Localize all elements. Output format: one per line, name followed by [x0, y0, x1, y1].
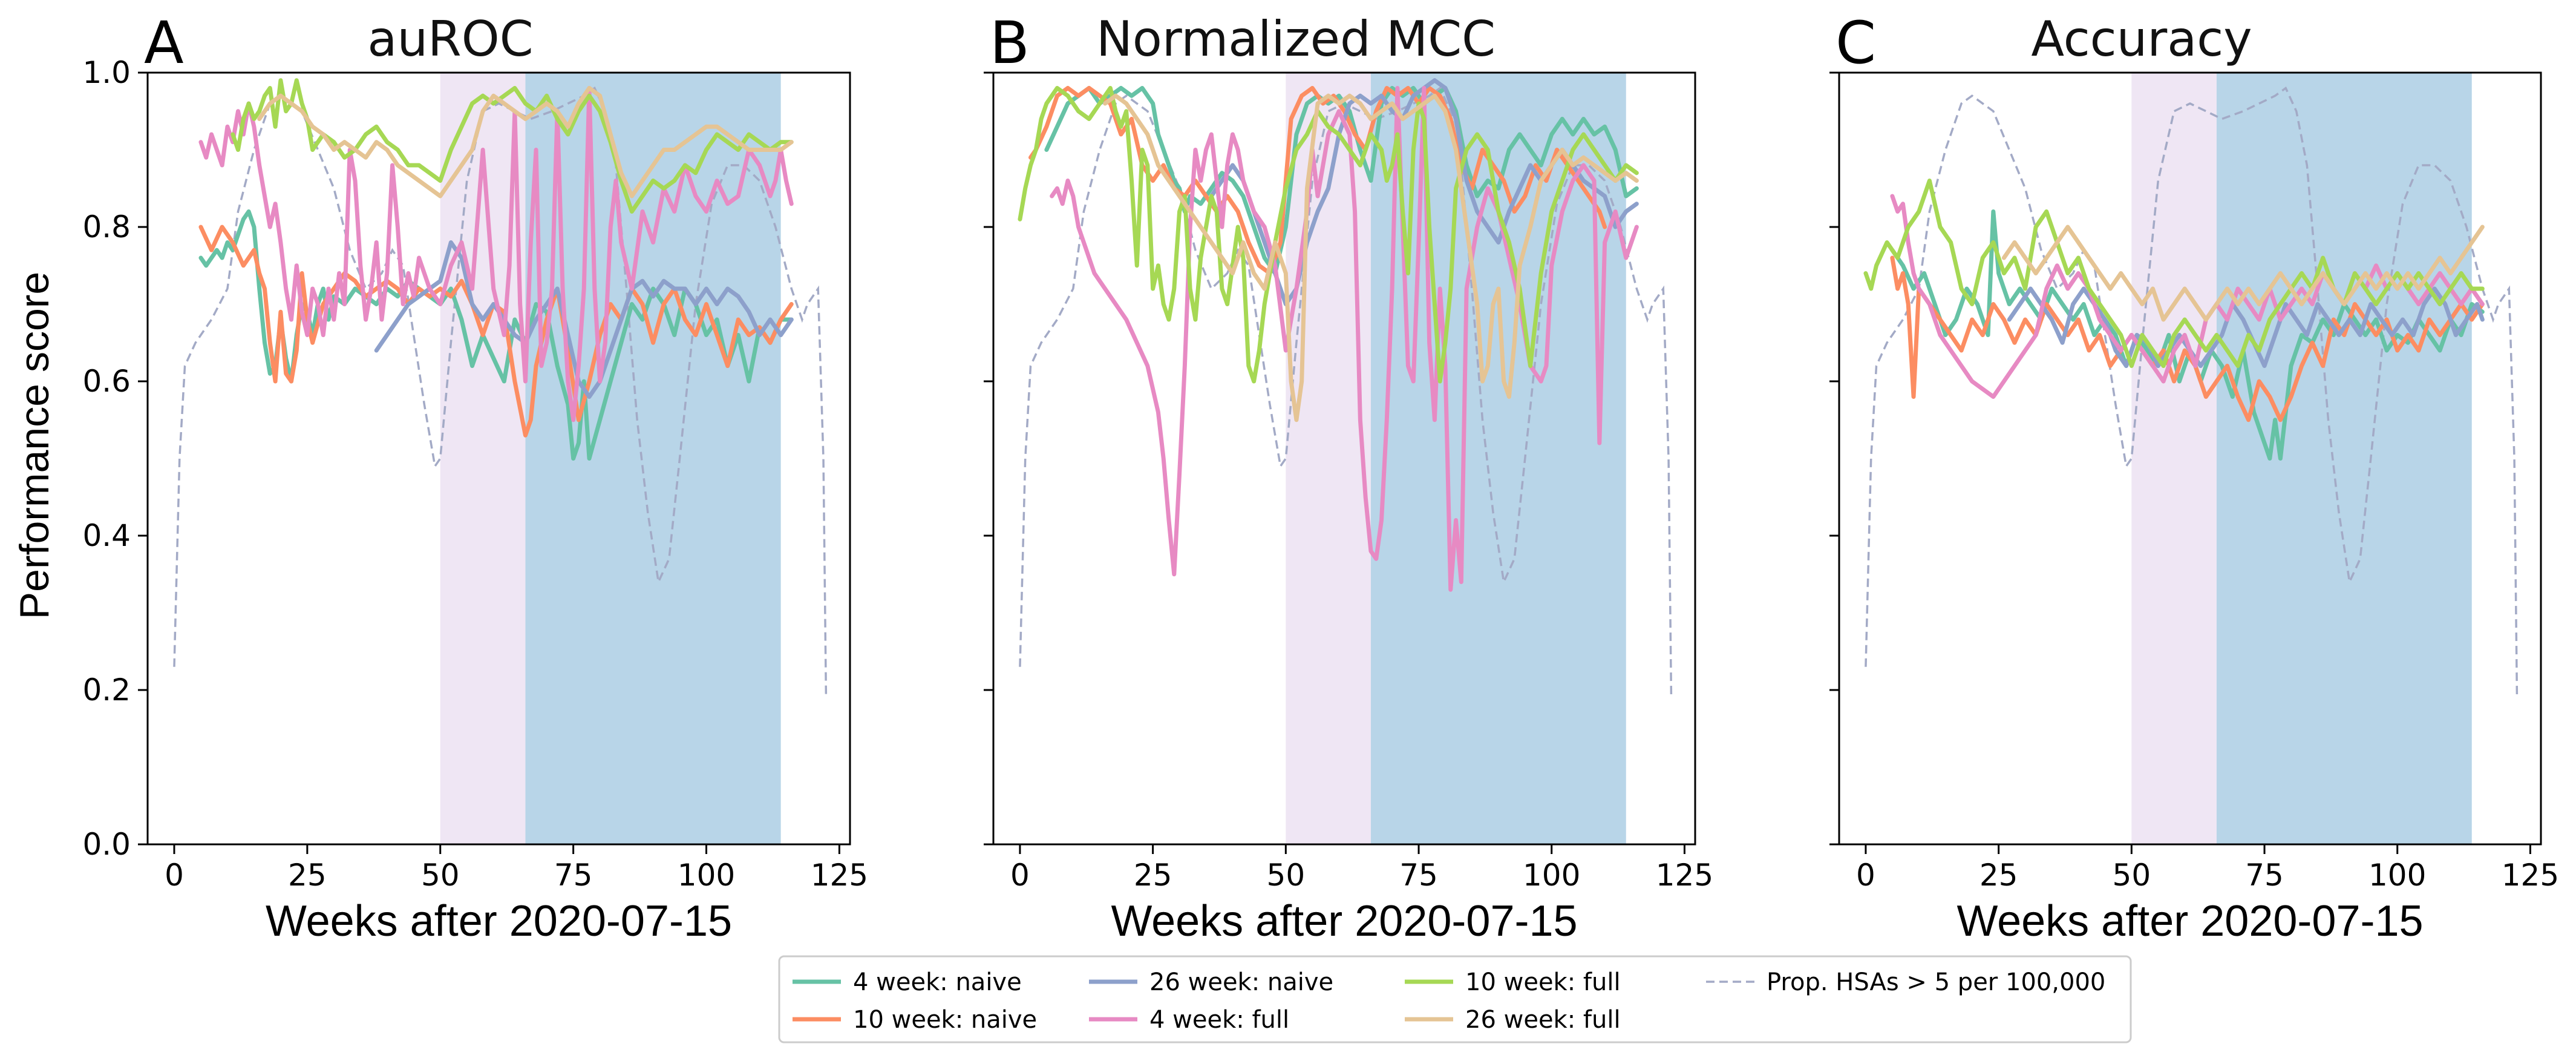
y-tick-label: 0.8 [82, 209, 131, 245]
legend-label-prop-hsas-5-per-100-000: Prop. HSAs > 5 per 100,000 [1767, 968, 2105, 996]
series-line-4-week-full [1890, 194, 2485, 399]
series-line-26-week-naive [374, 240, 794, 399]
x-tick-label: 50 [421, 858, 460, 893]
x-tick-label: 75 [554, 858, 593, 893]
x-axis-label: Weeks after 2020-07-15 [1111, 897, 1577, 945]
x-tick-label: 25 [288, 858, 327, 893]
panel-b: 0 25 50 75 100 125 Normalized MCC B Weeks after … [984, 9, 1713, 945]
panel-title: auROC [367, 11, 533, 67]
shaded-region-2 [525, 73, 781, 844]
x-tick-label: 75 [2245, 858, 2284, 893]
panel-letter: C [1836, 9, 1876, 77]
x-tick-label: 125 [811, 858, 868, 893]
x-tick-label: 125 [1656, 858, 1713, 893]
y-tick-label: 0.4 [82, 518, 131, 553]
x-tick-label: 75 [1399, 858, 1438, 893]
axes-frame [992, 71, 1696, 846]
series-line-4-week-full [198, 86, 794, 422]
series-line-26-week-full [2001, 225, 2485, 322]
series-line-10-week-naive [1890, 255, 2485, 422]
x-tick-label: 125 [2502, 858, 2559, 893]
x-axis-label: Weeks after 2020-07-15 [1957, 897, 2423, 945]
panel-a: 0 25 50 75 100 125 0.0 0.2 0.4 0.6 0.8 1.0 auROC A Wee… [82, 9, 868, 945]
x-tick-label: 100 [678, 858, 735, 893]
axes-frame [146, 71, 851, 846]
legend: 4 week: naive 10 week: naive 26 week: naiv… [778, 955, 2132, 1043]
shaded-region-2 [2216, 73, 2472, 844]
reference-line-prop-hsas [1865, 86, 2519, 698]
x-tick-label: 50 [1267, 858, 1306, 893]
x-tick-label: 25 [1979, 858, 2018, 893]
series-line-26-week-full [1103, 93, 1639, 422]
legend-label-4-week-naive: 4 week: naive [853, 968, 1022, 996]
legend-label-4-week-full: 4 week: full [1149, 1006, 1289, 1034]
x-tick-label: 100 [1523, 858, 1580, 893]
x-tick-label: 0 [165, 858, 184, 893]
legend-label-26-week-naive: 26 week: naive [1149, 968, 1333, 996]
x-tick-label: 0 [1010, 858, 1030, 893]
legend-label-10-week-full: 10 week: full [1465, 968, 1621, 996]
x-tick-label: 0 [1856, 858, 1875, 893]
series-line-10-week-full [230, 78, 794, 214]
axes-frame [1838, 71, 2542, 846]
shaded-region-1 [2131, 73, 2217, 844]
panel-title: Accuracy [2031, 11, 2252, 67]
x-axis-label: Weeks after 2020-07-15 [266, 897, 732, 945]
y-tick-label: 0.0 [82, 827, 131, 862]
y-tick-label: 0.6 [82, 364, 131, 399]
y-tick-label: 0.2 [82, 672, 131, 708]
x-tick-label: 25 [1134, 858, 1172, 893]
series-line-26-week-naive [2007, 286, 2485, 368]
panel-letter: A [144, 9, 184, 77]
series-line-26-week-full [257, 86, 794, 199]
legend-label-10-week-naive: 10 week: naive [853, 1006, 1037, 1034]
legend-label-26-week-full: 26 week: full [1465, 1006, 1621, 1034]
panel-letter: B [990, 9, 1030, 77]
series-line-10-week-full [1863, 179, 2485, 368]
x-tick-label: 50 [2113, 858, 2151, 893]
x-tick-label: 100 [2368, 858, 2426, 893]
panel-c: 0 25 50 75 100 125 Accuracy C Weeks after 2020-0… [1829, 9, 2559, 945]
shaded-region-1 [1286, 73, 1371, 844]
y-tick-label: 1.0 [82, 55, 131, 90]
panel-title: Normalized MCC [1096, 11, 1496, 67]
y-axis-label: Performance score [11, 272, 57, 619]
